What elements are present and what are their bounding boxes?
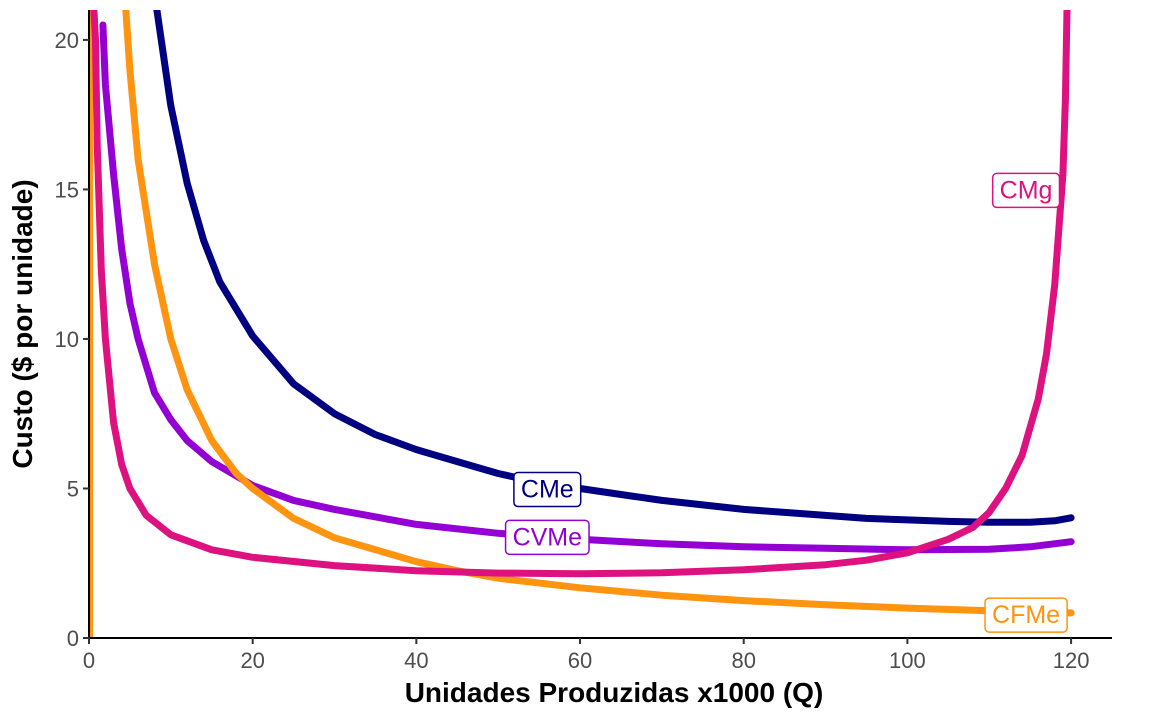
x-tick-label: 80 [731,648,755,673]
series-label-text: CMg [1000,176,1053,204]
series-label-box [504,519,590,556]
axes-layer [88,10,1112,639]
x-tick-label: 0 [83,648,95,673]
x-axis-title: Unidades Produzidas x1000 (Q) [405,677,824,708]
series-line-cfme [122,10,1075,617]
x-tick-label: 120 [1053,648,1090,673]
y-tick-label: 10 [55,327,79,352]
series-label-text: CMe [521,475,574,503]
series-label-cfme: CFMe [984,597,1068,633]
series-label-text: CFMe [992,601,1060,629]
series-label-box [984,597,1068,633]
y-tick-label: 15 [55,177,79,202]
y-tick-label: 5 [67,476,79,501]
y-tick-label: 0 [67,626,79,651]
x-ticks: 0 20 40 60 80 100 120 [83,638,1090,673]
series-line-cvme [99,21,1075,554]
x-tick-label: 60 [568,648,592,673]
series-label-text: CVMe [513,523,582,551]
series-line-cme [153,10,1075,526]
x-tick-label: 100 [889,648,926,673]
x-tick-label: 40 [404,648,428,673]
y-ticks: 0 5 10 15 20 [55,28,89,651]
y-axis-title: Custo ($ por unidade) [7,179,38,468]
series-label-cvme: CVMe [504,519,590,556]
x-tick-label: 20 [240,648,264,673]
y-tick-label: 20 [55,28,79,53]
series-layer [89,10,1075,638]
series-labels: CMe CVMe CFMe CMg [504,172,1068,633]
series-label-cmg: CMg [991,172,1061,209]
series-label-cme: CMe [513,471,582,508]
series-line-cmg [90,10,1071,578]
series-label-box [991,172,1061,209]
series-label-box [513,471,582,508]
